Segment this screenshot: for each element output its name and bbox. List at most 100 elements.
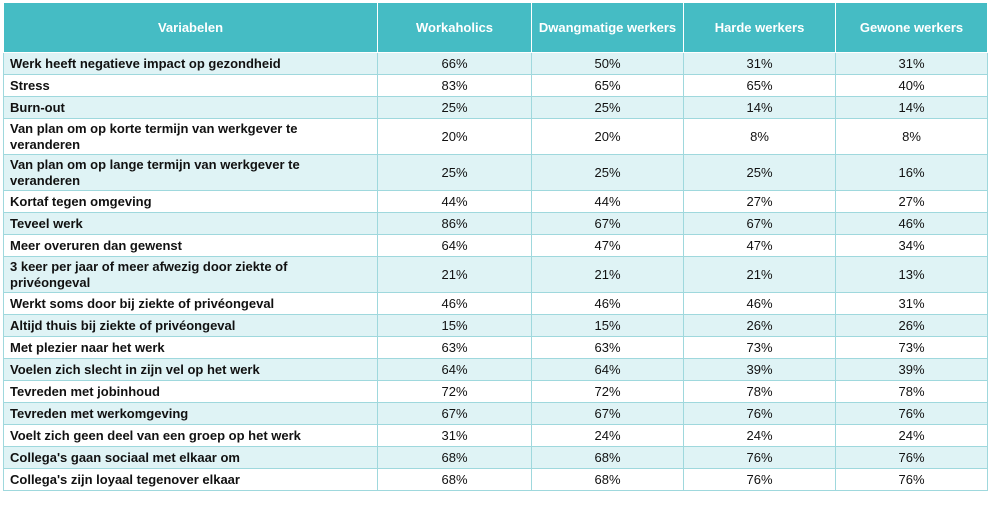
- cell-gewone-werkers: 27%: [835, 190, 988, 213]
- cell-harde-werkers: 76%: [683, 446, 836, 469]
- cell-dwangmatige-werkers: 46%: [531, 292, 684, 315]
- cell-harde-werkers: 24%: [683, 424, 836, 447]
- header-row: Variabelen Workaholics Dwangmatige werke…: [3, 2, 988, 53]
- cell-gewone-werkers: 76%: [835, 468, 988, 491]
- cell-workaholics: 25%: [377, 154, 532, 191]
- cell-harde-werkers: 21%: [683, 256, 836, 293]
- cell-workaholics: 31%: [377, 424, 532, 447]
- cell-dwangmatige-werkers: 68%: [531, 446, 684, 469]
- cell-dwangmatige-werkers: 15%: [531, 314, 684, 337]
- row-label: Werkt soms door bij ziekte of privéongev…: [3, 292, 378, 315]
- cell-harde-werkers: 39%: [683, 358, 836, 381]
- cell-workaholics: 44%: [377, 190, 532, 213]
- cell-dwangmatige-werkers: 44%: [531, 190, 684, 213]
- row-label: Burn-out: [3, 96, 378, 119]
- header-workaholics: Workaholics: [377, 2, 532, 53]
- cell-harde-werkers: 76%: [683, 468, 836, 491]
- cell-dwangmatige-werkers: 67%: [531, 212, 684, 235]
- cell-gewone-werkers: 46%: [835, 212, 988, 235]
- table-row: Van plan om op korte termijn van werkgev…: [3, 118, 988, 155]
- cell-gewone-werkers: 73%: [835, 336, 988, 359]
- row-label: Van plan om op korte termijn van werkgev…: [3, 118, 378, 155]
- cell-dwangmatige-werkers: 72%: [531, 380, 684, 403]
- header-variabelen: Variabelen: [3, 2, 378, 53]
- cell-dwangmatige-werkers: 64%: [531, 358, 684, 381]
- cell-gewone-werkers: 76%: [835, 446, 988, 469]
- row-label: Tevreden met werkomgeving: [3, 402, 378, 425]
- table-row: Meer overuren dan gewenst 64% 47% 47% 34…: [3, 234, 988, 257]
- cell-workaholics: 68%: [377, 468, 532, 491]
- table-row: Kortaf tegen omgeving 44% 44% 27% 27%: [3, 190, 988, 213]
- row-label: Van plan om op lange termijn van werkgev…: [3, 154, 378, 191]
- cell-workaholics: 68%: [377, 446, 532, 469]
- cell-dwangmatige-werkers: 63%: [531, 336, 684, 359]
- table-body: Werk heeft negatieve impact op gezondhei…: [3, 52, 988, 491]
- cell-harde-werkers: 26%: [683, 314, 836, 337]
- cell-harde-werkers: 46%: [683, 292, 836, 315]
- row-label: Kortaf tegen omgeving: [3, 190, 378, 213]
- cell-gewone-werkers: 34%: [835, 234, 988, 257]
- cell-harde-werkers: 78%: [683, 380, 836, 403]
- cell-harde-werkers: 25%: [683, 154, 836, 191]
- table-row: Burn-out 25% 25% 14% 14%: [3, 96, 988, 119]
- header-harde-werkers: Harde werkers: [683, 2, 836, 53]
- cell-dwangmatige-werkers: 67%: [531, 402, 684, 425]
- cell-gewone-werkers: 24%: [835, 424, 988, 447]
- table-row: Tevreden met jobinhoud 72% 72% 78% 78%: [3, 380, 988, 403]
- table-row: Collega's gaan sociaal met elkaar om 68%…: [3, 446, 988, 469]
- row-label: Collega's gaan sociaal met elkaar om: [3, 446, 378, 469]
- cell-gewone-werkers: 76%: [835, 402, 988, 425]
- cell-gewone-werkers: 13%: [835, 256, 988, 293]
- row-label: Werk heeft negatieve impact op gezondhei…: [3, 52, 378, 75]
- table-row: Werk heeft negatieve impact op gezondhei…: [3, 52, 988, 75]
- cell-dwangmatige-werkers: 21%: [531, 256, 684, 293]
- cell-harde-werkers: 65%: [683, 74, 836, 97]
- cell-gewone-werkers: 8%: [835, 118, 988, 155]
- cell-harde-werkers: 8%: [683, 118, 836, 155]
- cell-workaholics: 83%: [377, 74, 532, 97]
- cell-gewone-werkers: 39%: [835, 358, 988, 381]
- table-row: Teveel werk 86% 67% 67% 46%: [3, 212, 988, 235]
- row-label: Altijd thuis bij ziekte of privéongeval: [3, 314, 378, 337]
- cell-harde-werkers: 73%: [683, 336, 836, 359]
- cell-gewone-werkers: 31%: [835, 292, 988, 315]
- cell-harde-werkers: 47%: [683, 234, 836, 257]
- cell-dwangmatige-werkers: 65%: [531, 74, 684, 97]
- table-row: Voelen zich slecht in zijn vel op het we…: [3, 358, 988, 381]
- cell-dwangmatige-werkers: 50%: [531, 52, 684, 75]
- header-dwangmatige-werkers: Dwangmatige werkers: [531, 2, 684, 53]
- cell-workaholics: 72%: [377, 380, 532, 403]
- cell-gewone-werkers: 40%: [835, 74, 988, 97]
- table-row: Werkt soms door bij ziekte of privéongev…: [3, 292, 988, 315]
- row-label: Teveel werk: [3, 212, 378, 235]
- cell-workaholics: 63%: [377, 336, 532, 359]
- cell-dwangmatige-werkers: 25%: [531, 154, 684, 191]
- row-label: Stress: [3, 74, 378, 97]
- table-row: 3 keer per jaar of meer afwezig door zie…: [3, 256, 988, 293]
- row-label: Voelt zich geen deel van een groep op he…: [3, 424, 378, 447]
- row-label: Met plezier naar het werk: [3, 336, 378, 359]
- cell-workaholics: 20%: [377, 118, 532, 155]
- cell-harde-werkers: 14%: [683, 96, 836, 119]
- cell-dwangmatige-werkers: 24%: [531, 424, 684, 447]
- row-label: Tevreden met jobinhoud: [3, 380, 378, 403]
- cell-harde-werkers: 67%: [683, 212, 836, 235]
- table-row: Met plezier naar het werk 63% 63% 73% 73…: [3, 336, 988, 359]
- cell-harde-werkers: 31%: [683, 52, 836, 75]
- cell-workaholics: 86%: [377, 212, 532, 235]
- row-label: Voelen zich slecht in zijn vel op het we…: [3, 358, 378, 381]
- cell-dwangmatige-werkers: 47%: [531, 234, 684, 257]
- table-row: Collega's zijn loyaal tegenover elkaar 6…: [3, 468, 988, 491]
- cell-workaholics: 66%: [377, 52, 532, 75]
- cell-workaholics: 25%: [377, 96, 532, 119]
- row-label: Collega's zijn loyaal tegenover elkaar: [3, 468, 378, 491]
- header-gewone-werkers: Gewone werkers: [835, 2, 988, 53]
- cell-harde-werkers: 76%: [683, 402, 836, 425]
- cell-workaholics: 46%: [377, 292, 532, 315]
- cell-gewone-werkers: 16%: [835, 154, 988, 191]
- cell-gewone-werkers: 14%: [835, 96, 988, 119]
- row-label: Meer overuren dan gewenst: [3, 234, 378, 257]
- cell-dwangmatige-werkers: 25%: [531, 96, 684, 119]
- cell-dwangmatige-werkers: 68%: [531, 468, 684, 491]
- cell-workaholics: 64%: [377, 234, 532, 257]
